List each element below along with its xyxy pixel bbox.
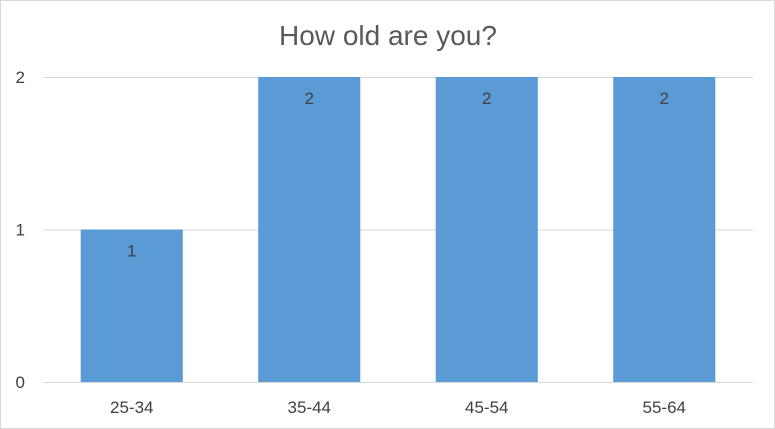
chart-title: How old are you? — [279, 20, 497, 51]
data-label-45-54: 2 — [482, 89, 491, 108]
x-tick-label-45-54: 45-54 — [465, 398, 508, 417]
x-tick-label-35-44: 35-44 — [288, 398, 331, 417]
y-tick-label: 2 — [16, 68, 25, 87]
bar-25-34 — [80, 229, 183, 382]
bars — [80, 77, 716, 382]
data-labels: 1 2 2 2 — [127, 89, 669, 261]
bar-45-54 — [435, 77, 538, 382]
bar-35-44 — [258, 77, 361, 382]
x-tick-label-55-64: 55-64 — [643, 398, 686, 417]
y-tick-label: 1 — [16, 221, 25, 240]
y-tick-label: 0 — [16, 373, 25, 392]
data-label-25-34: 1 — [127, 242, 136, 261]
y-axis-ticks: 0 1 2 — [16, 68, 25, 392]
data-label-35-44: 2 — [305, 89, 314, 108]
data-label-55-64: 2 — [660, 89, 669, 108]
x-tick-label-25-34: 25-34 — [110, 398, 153, 417]
bar-55-64 — [613, 77, 716, 382]
x-axis-ticks: 25-34 35-44 45-54 55-64 — [110, 398, 686, 417]
